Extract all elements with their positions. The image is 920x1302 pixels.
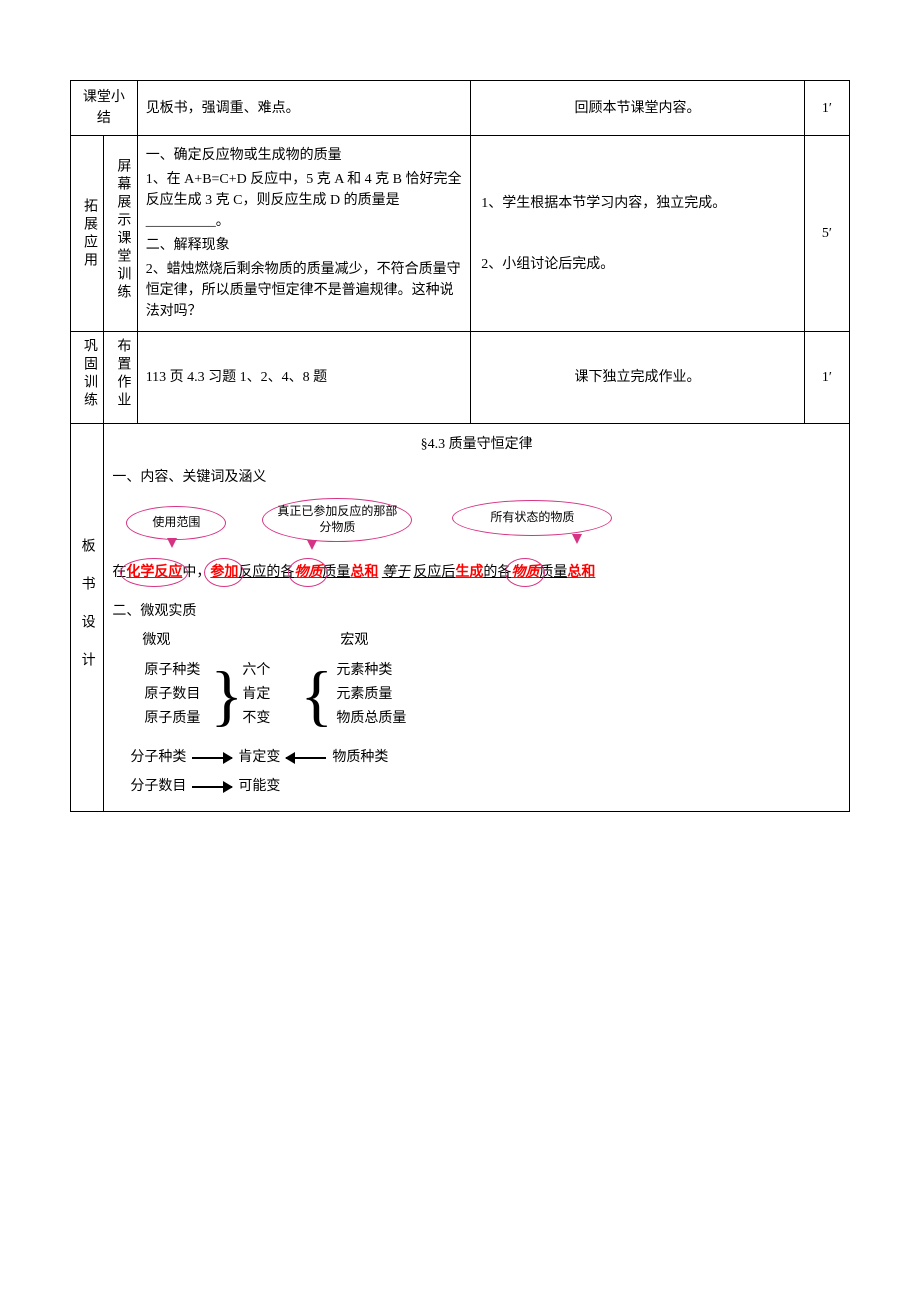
text-hw-student: 课下独立完成作业。: [574, 370, 700, 385]
row-board-design: 板书设计 §4.3 质量守恒定律 一、内容、关键词及涵义 使用范围 真正已参加反…: [71, 424, 850, 812]
callout-all-states: 所有状态的物质: [452, 500, 612, 536]
board-sec1: 一、内容、关键词及涵义: [112, 467, 841, 488]
text-hw-time: 1′: [822, 370, 832, 385]
mid-unchanged: 不变: [242, 707, 270, 731]
kw-participate: 参加: [210, 565, 238, 580]
cell-extension-label: 拓展应用: [71, 136, 104, 332]
kw-substance2: 物质: [511, 565, 539, 580]
arrow-right-icon: [192, 782, 232, 792]
callout-tail-icon: [307, 540, 317, 550]
kw-sum2: 总和: [567, 565, 595, 580]
callout-tail-icon: [167, 538, 177, 548]
brace-right-icon: }: [210, 661, 243, 729]
cell-hw-student: 课下独立完成作业。: [471, 332, 805, 424]
total-mass: 物质总质量: [336, 707, 406, 731]
label-consolidate: 巩固训练: [79, 338, 100, 410]
elem-type: 元素种类: [336, 659, 406, 683]
cell-extension-content: 一、确定反应物或生成物的质量 1、在 A+B=C+D 反应中，5 克 A 和 4…: [137, 136, 471, 332]
atom-count: 原子数目: [144, 683, 200, 707]
row-summary: 课堂小结 见板书，强调重、难点。 回顾本节课堂内容。 1′: [71, 81, 850, 136]
cell-extension-time: 5′: [804, 136, 849, 332]
col-mid: 六个 肯定 不变: [242, 659, 270, 731]
atom-mass: 原子质量: [144, 707, 200, 731]
may-change: 可能变: [238, 776, 280, 797]
cell-hw-sublabel: 布置作业: [104, 332, 137, 424]
kw-sum1: 总和: [350, 565, 378, 580]
ext-p1: 1、在 A+B=C+D 反应中，5 克 A 和 4 克 B 恰好完全反应生成 3…: [146, 169, 463, 232]
cell-board-label: 板书设计: [71, 424, 104, 812]
ext-student-p1: 1、学生根据本节学习内容，独立完成。: [481, 193, 794, 214]
board-sec2: 二、微观实质: [112, 601, 841, 622]
row-extension: 拓展应用 屏幕展示课堂训练 一、确定反应物或生成物的质量 1、在 A+B=C+D…: [71, 136, 850, 332]
s-mid1: 中，: [182, 565, 210, 580]
s-mid7: 质量: [539, 565, 567, 580]
text-summary-time: 1′: [822, 101, 832, 116]
atom-type: 原子种类: [144, 659, 200, 683]
cell-summary-teacher: 见板书，强调重、难点。: [137, 81, 471, 136]
kw-chemical-reaction: 化学反应: [126, 565, 182, 580]
substance-type: 物质种类: [332, 747, 388, 768]
line-molecule-count: 分子数目 可能变: [130, 776, 841, 797]
text-hw-content: 113 页 4.3 习题 1、2、4、8 题: [146, 370, 327, 385]
cell-board-content: §4.3 质量守恒定律 一、内容、关键词及涵义 使用范围 真正已参加反应的那部分…: [104, 424, 850, 812]
text-extension-time: 5′: [822, 226, 832, 241]
cell-summary-time: 1′: [804, 81, 849, 136]
mol-count: 分子数目: [130, 776, 186, 797]
mid-six: 六个: [242, 659, 270, 683]
cell-summary-label: 课堂小结: [71, 81, 138, 136]
ext-student-p2: 2、小组讨论后完成。: [481, 254, 794, 275]
cell-hw-label: 巩固训练: [71, 332, 104, 424]
text-summary-teacher: 见板书，强调重、难点。: [146, 101, 300, 116]
col-atom: 原子种类 原子数目 原子质量: [144, 659, 200, 731]
label-summary: 课堂小结: [83, 90, 125, 126]
kw-produce: 生成: [455, 565, 483, 580]
s-pre: 在: [112, 565, 126, 580]
s-mid6: 的各: [483, 565, 511, 580]
law-sentence: 在化学反应中，参加反应的各物质质量总和 等于 反应后生成的各物质质量总和: [112, 562, 841, 583]
brace-left-icon: {: [300, 661, 333, 729]
ext-h1: 一、确定反应物或生成物的质量: [146, 145, 463, 166]
s-mid5: 反应后: [413, 565, 455, 580]
text-summary-student: 回顾本节课堂内容。: [574, 101, 700, 116]
label-assign-hw: 布置作业: [112, 338, 133, 410]
callout-scope: 使用范围: [126, 506, 226, 540]
callout-group: 使用范围 真正已参加反应的那部分物质 所有状态的物质: [112, 496, 841, 556]
kw-substance1: 物质: [294, 565, 322, 580]
arrow-left-icon: [286, 753, 326, 763]
label-board-design: 板书设计: [77, 538, 98, 690]
s-equals: 等于: [382, 565, 410, 580]
board-title: §4.3 质量守恒定律: [112, 434, 841, 455]
line-molecule-type: 分子种类 肯定变 物质种类: [130, 747, 841, 768]
callout-participated: 真正已参加反应的那部分物质: [262, 498, 412, 542]
label-micro: 微观: [142, 630, 170, 651]
cell-summary-student: 回顾本节课堂内容。: [471, 81, 805, 136]
arrow-right-icon: [192, 753, 232, 763]
mid-certain: 肯定: [242, 683, 270, 707]
lesson-plan-table: 课堂小结 见板书，强调重、难点。 回顾本节课堂内容。 1′ 拓展应用 屏幕展示课…: [70, 80, 850, 812]
s-mid2: 反应的各: [238, 565, 294, 580]
row-homework: 巩固训练 布置作业 113 页 4.3 习题 1、2、4、8 题 课下独立完成作…: [71, 332, 850, 424]
elem-mass: 元素质量: [336, 683, 406, 707]
micro-macro-header: 微观 宏观: [142, 630, 841, 651]
cell-extension-sublabel: 屏幕展示课堂训练: [104, 136, 137, 332]
cell-hw-content: 113 页 4.3 习题 1、2、4、8 题: [137, 332, 471, 424]
six-invariants: 原子种类 原子数目 原子质量 } 六个 肯定 不变 { 元素种类 元素质量 物质…: [130, 659, 841, 735]
ext-p2: 2、蜡烛燃烧后剩余物质的质量减少，不符合质量守恒定律，所以质量守恒定律不是普遍规…: [146, 259, 463, 322]
label-screen-training: 屏幕展示课堂训练: [112, 158, 128, 309]
label-macro: 宏观: [340, 630, 368, 651]
certain-change: 肯定变: [238, 747, 280, 768]
label-extension: 拓展应用: [79, 198, 95, 270]
s-mid3: 质量: [322, 565, 350, 580]
callout-tail-icon: [572, 534, 582, 544]
col-element: 元素种类 元素质量 物质总质量: [336, 659, 406, 731]
ext-h2: 二、解释现象: [146, 235, 463, 256]
mol-type: 分子种类: [130, 747, 186, 768]
cell-hw-time: 1′: [804, 332, 849, 424]
cell-extension-student: 1、学生根据本节学习内容，独立完成。 2、小组讨论后完成。: [471, 136, 805, 332]
